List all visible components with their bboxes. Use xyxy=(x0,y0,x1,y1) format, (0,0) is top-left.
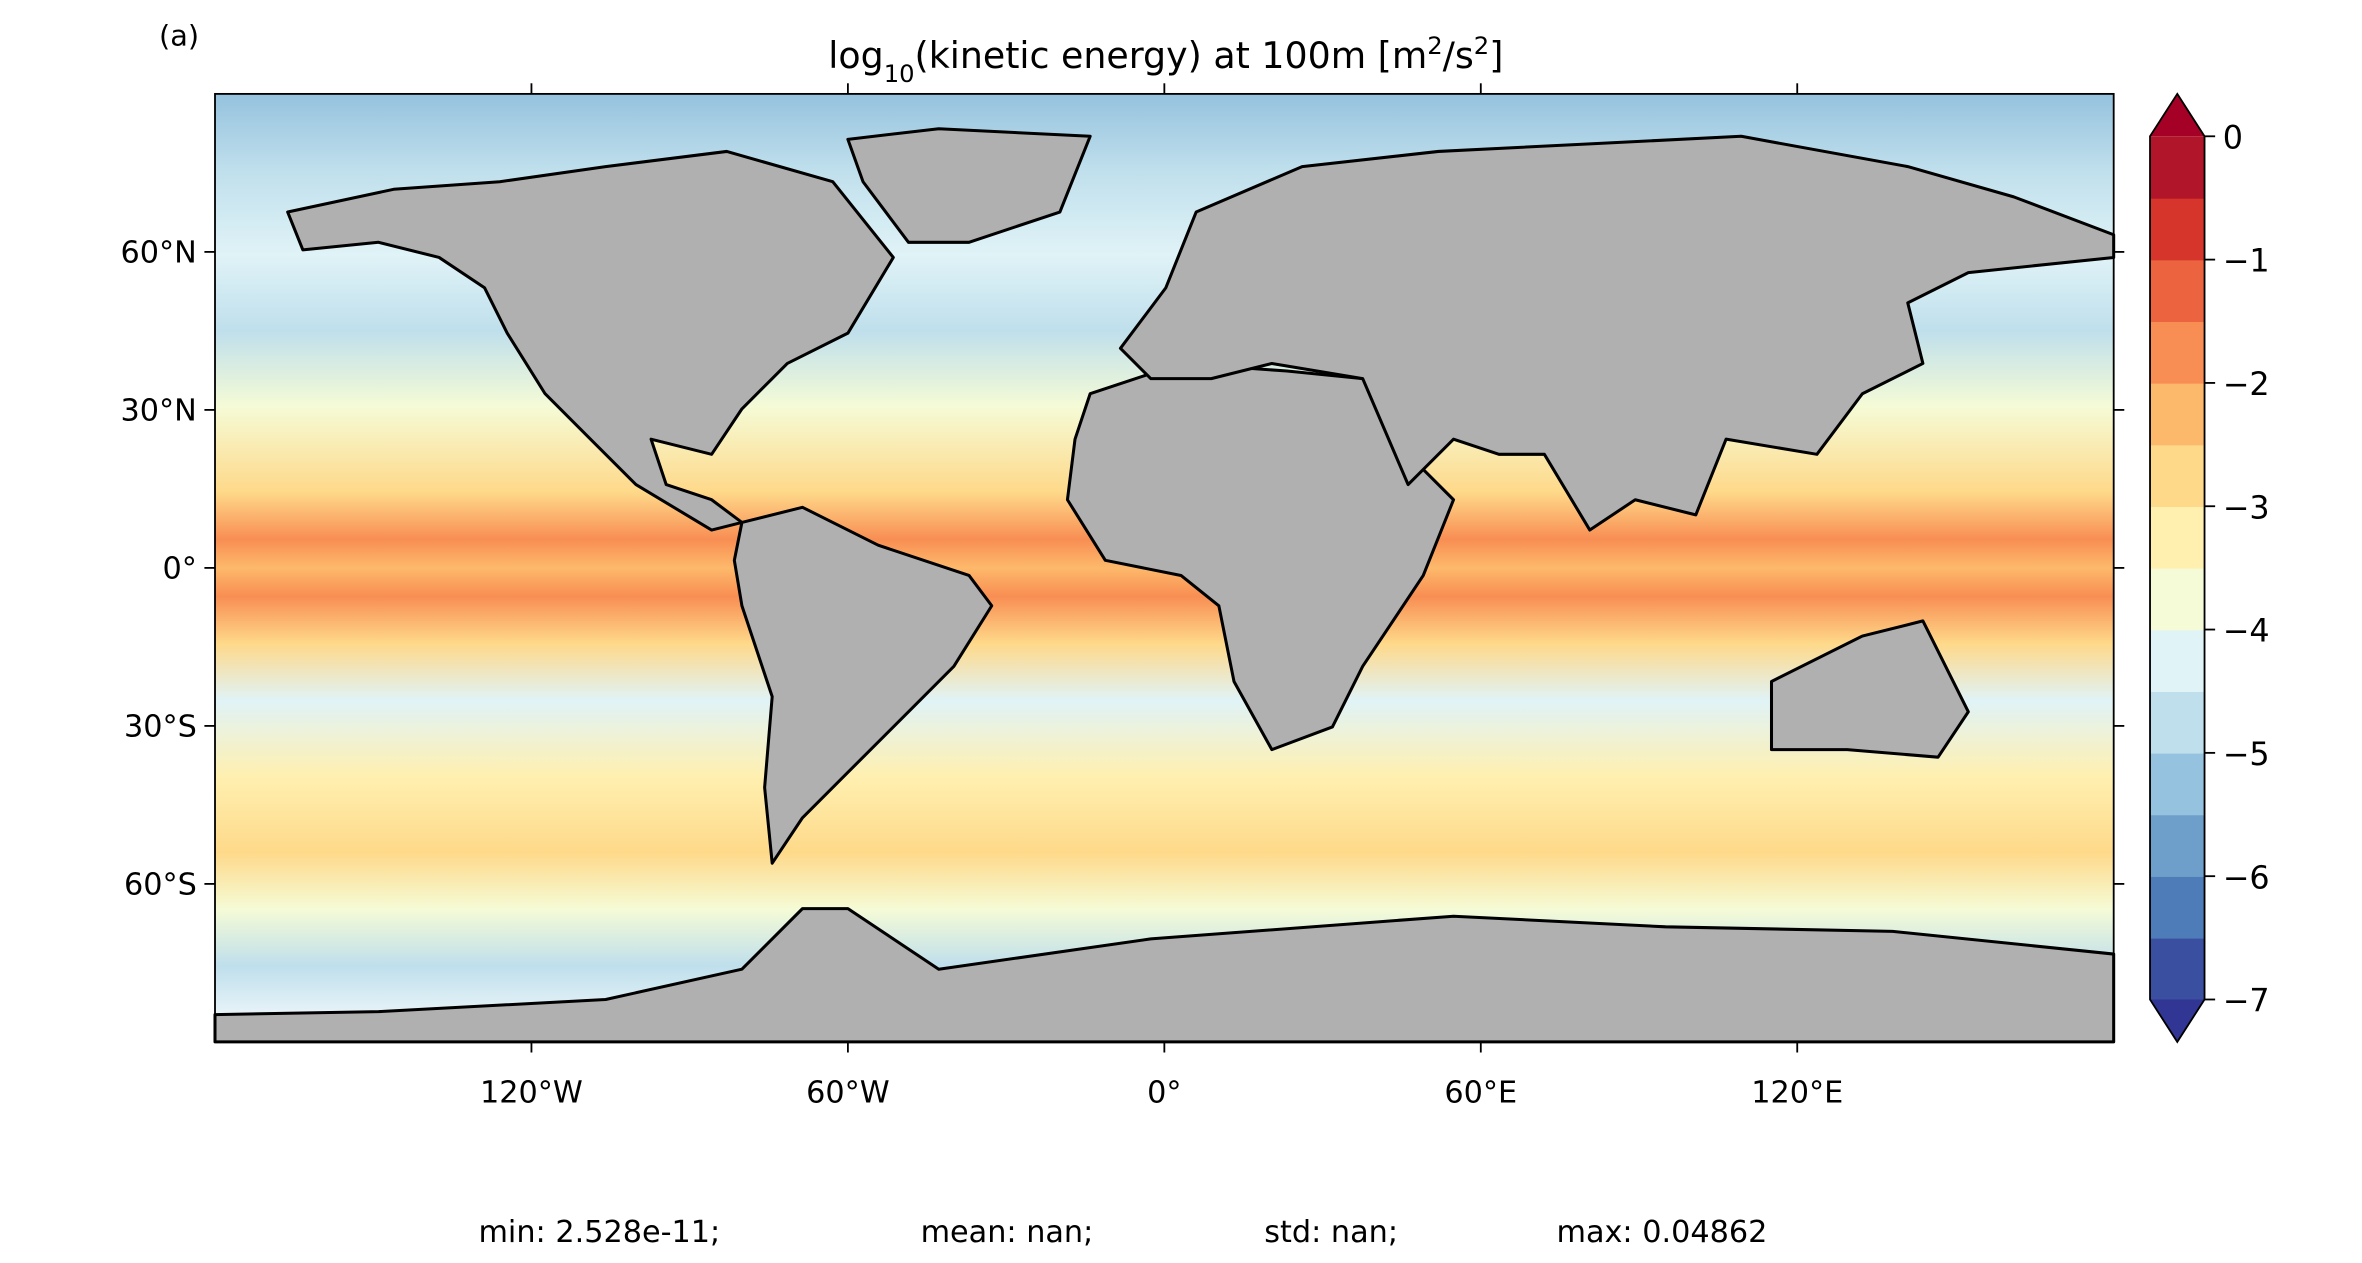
colorbar-band xyxy=(2150,197,2205,261)
y-tick-label: 60°S xyxy=(124,867,197,902)
south-america xyxy=(732,505,994,865)
title-part: 2 xyxy=(1474,32,1489,60)
title-part: /s xyxy=(1443,34,1474,77)
title-part: 2 xyxy=(1427,32,1442,60)
stat: max: 0.04862 xyxy=(1556,1215,1767,1250)
colorbar-extend xyxy=(2150,93,2205,137)
colorbar-band xyxy=(2150,259,2205,323)
colorbar-band xyxy=(2150,382,2205,446)
stats: min: 2.528e-11; mean: nan; std: nan; max: 0… xyxy=(478,1215,1767,1250)
colorbar-band xyxy=(2150,506,2205,569)
colorbar-tick-label: −5 xyxy=(2223,736,2270,773)
y-tick-label: 0° xyxy=(162,551,196,586)
title-part: (kinetic energy) at 100m [m xyxy=(915,34,1428,77)
x-tick-label: 60°W xyxy=(806,1075,890,1110)
colorbar-band xyxy=(2150,814,2205,877)
colorbar-band xyxy=(2150,629,2205,692)
panel-label: (a) xyxy=(159,18,199,52)
y-tick-label: 30°N xyxy=(121,393,197,428)
x-tick-label: 0° xyxy=(1147,1075,1181,1110)
north-america xyxy=(286,149,895,532)
x-tick-label: 120°W xyxy=(480,1075,583,1110)
colorbar-extend xyxy=(2150,999,2205,1042)
title-part: ] xyxy=(1489,34,1503,77)
colorbar-band xyxy=(2150,136,2205,199)
land xyxy=(213,127,2116,1044)
colorbar-tick-label: −1 xyxy=(2223,243,2270,280)
colorbar-band xyxy=(2150,876,2205,939)
x-tick-label: 60°E xyxy=(1444,1075,1517,1110)
colorbar-band xyxy=(2150,691,2205,754)
australia xyxy=(1769,619,1970,759)
colorbar-band xyxy=(2150,321,2205,384)
stat: std: nan; xyxy=(1264,1215,1398,1250)
x-tick-label: 120°E xyxy=(1751,1075,1843,1110)
colorbar-tick-label: −3 xyxy=(2223,489,2270,526)
greenland xyxy=(846,127,1092,244)
stat: mean: nan; xyxy=(921,1215,1094,1250)
chart-title: log10(kinetic energy) at 100m [m2/s2] xyxy=(828,32,1503,88)
y-tick-label: 60°N xyxy=(121,235,197,270)
title-part: 10 xyxy=(884,60,915,88)
colorbar-tick-label: −7 xyxy=(2223,983,2270,1020)
colorbar-tick-label: −2 xyxy=(2223,366,2270,403)
eurasia xyxy=(1118,134,2116,532)
title-part: log xyxy=(828,34,883,77)
colorbar-band xyxy=(2150,937,2205,1001)
colorbar-tick-label: −4 xyxy=(2223,613,2270,650)
africa xyxy=(1065,361,1456,752)
colorbar-band xyxy=(2150,567,2205,631)
colorbar-tick-label: −6 xyxy=(2223,859,2270,896)
colorbar-band xyxy=(2150,444,2205,507)
colorbar-band xyxy=(2150,752,2205,816)
colorbar-tick-label: 0 xyxy=(2223,119,2243,156)
y-tick-label: 30°S xyxy=(124,709,197,744)
stat: min: 2.528e-11; xyxy=(478,1215,720,1250)
